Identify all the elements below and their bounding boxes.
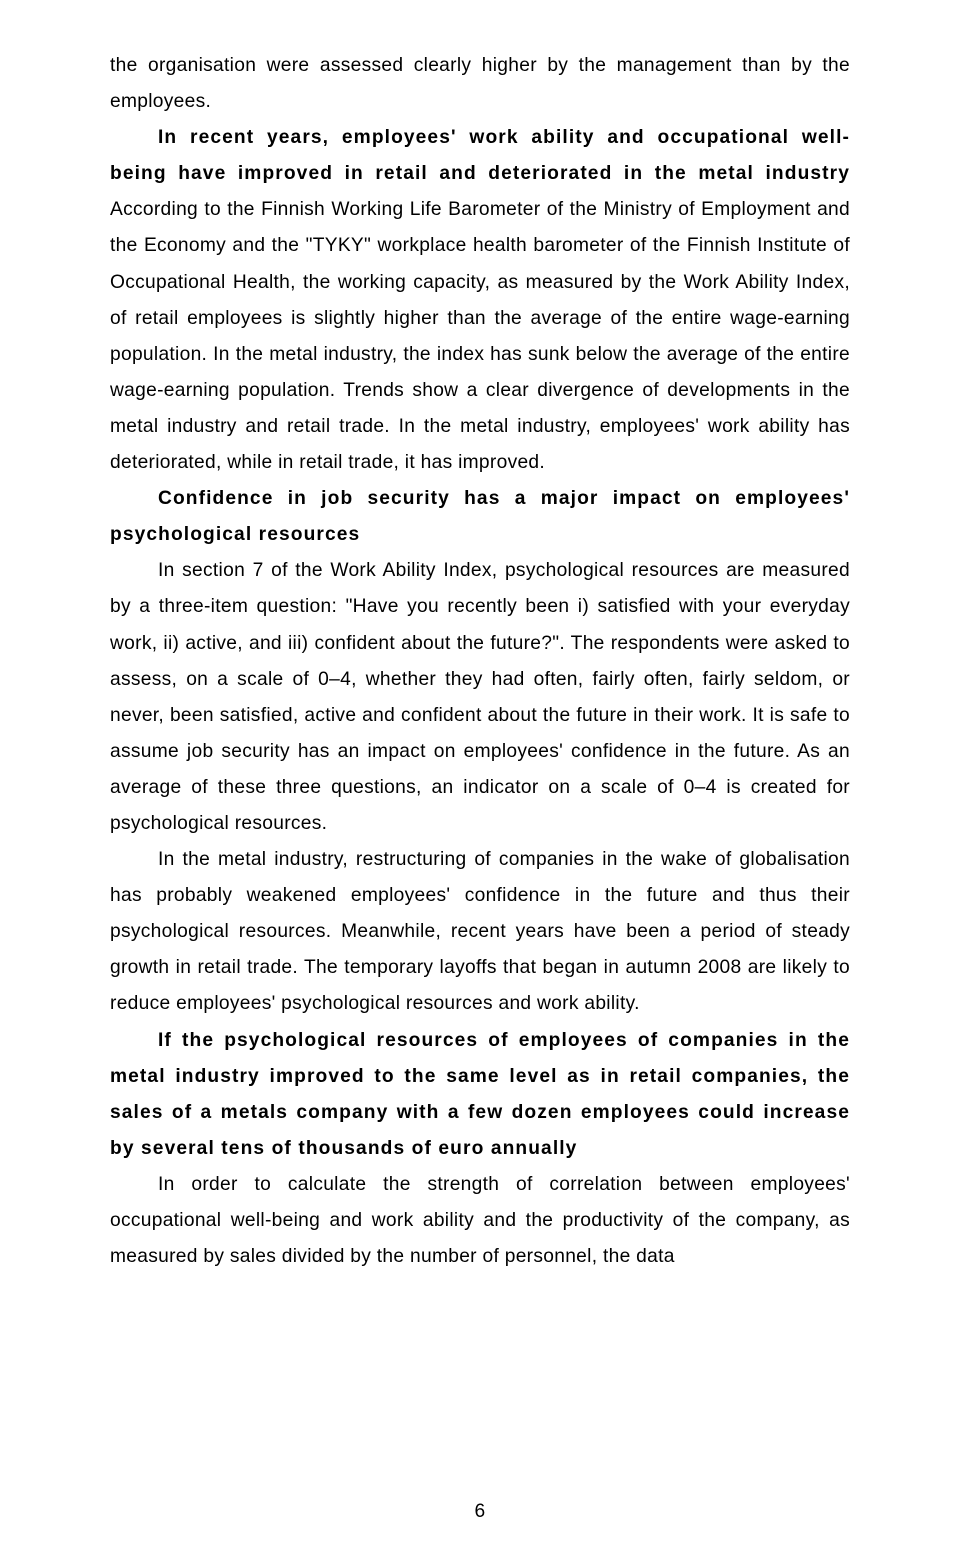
paragraph-6-heading: If the psychological resources of employ… (110, 1023, 850, 1167)
paragraph-2-body: According to the Finnish Working Life Ba… (110, 199, 850, 473)
page-number: 6 (0, 1494, 960, 1530)
bold-heading-1: In recent years, employees' work ability… (110, 127, 850, 184)
paragraph-7: In order to calculate the strength of co… (110, 1167, 850, 1275)
paragraph-4: In section 7 of the Work Ability Index, … (110, 553, 850, 842)
paragraph-3-heading: Confidence in job security has a major i… (110, 481, 850, 553)
paragraph-5: In the metal industry, restructuring of … (110, 842, 850, 1022)
bold-heading-3: If the psychological resources of employ… (110, 1030, 850, 1159)
paragraph-2: In recent years, employees' work ability… (110, 120, 850, 481)
paragraph-1: the organisation were assessed clearly h… (110, 48, 850, 120)
document-page: the organisation were assessed clearly h… (0, 0, 960, 1560)
bold-heading-2: Confidence in job security has a major i… (110, 488, 850, 545)
